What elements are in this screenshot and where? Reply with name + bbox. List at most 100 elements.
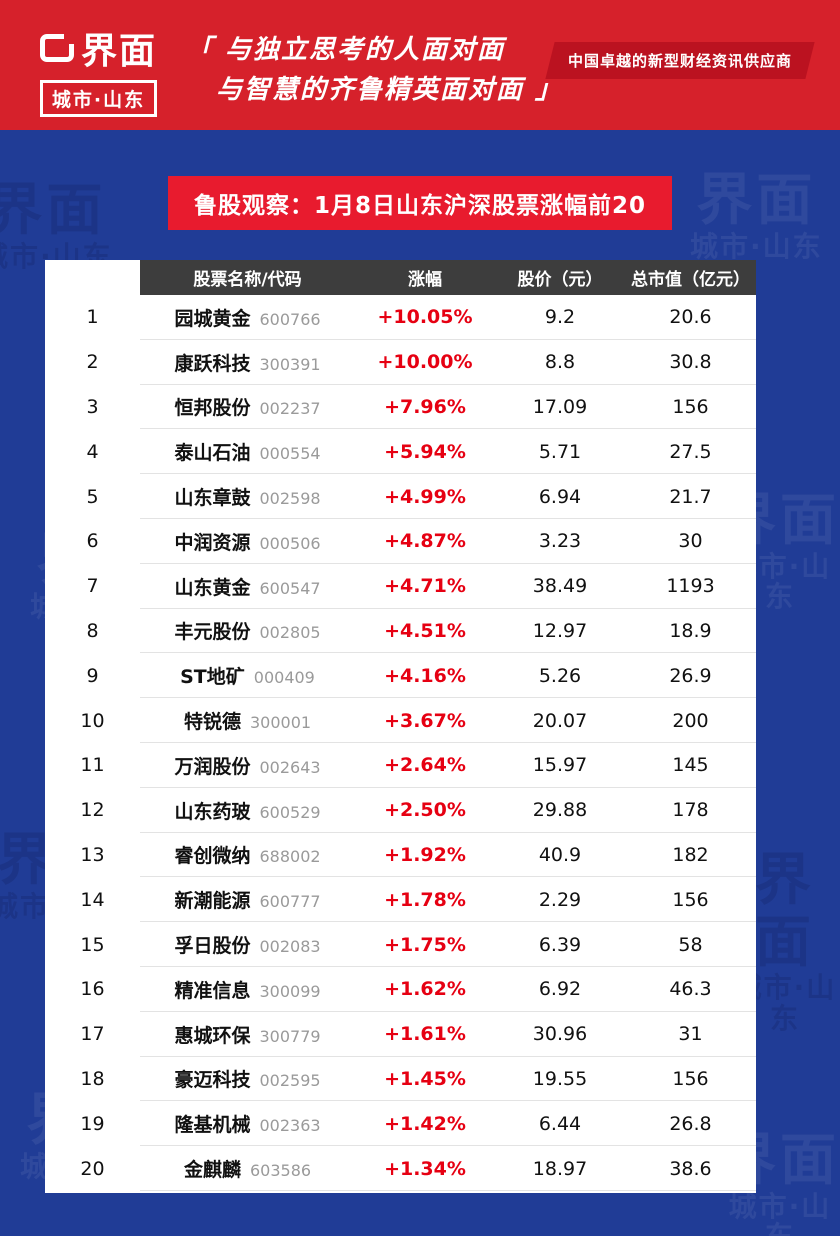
stock-name: 孚日股份	[174, 935, 251, 958]
change-cell: +1.42%	[384, 1112, 466, 1135]
rank-cell: 20	[80, 1157, 105, 1180]
stock-name: 精准信息	[174, 979, 251, 1002]
marketcap-cell: 58	[678, 933, 703, 956]
stock-code: 002805	[259, 623, 321, 643]
marketcap-cell: 156	[672, 1067, 709, 1090]
price-cell: 5.26	[538, 664, 582, 687]
table-row: 16 精准信息 300099 +1.62% 6.92 46.3	[45, 967, 756, 1012]
rank-cell: 18	[80, 1067, 105, 1090]
stock-name-cell: 孚日股份 002083	[140, 931, 355, 958]
table-row: 3 恒邦股份 002237 +7.96% 17.09 156	[45, 385, 756, 430]
table-row: 12 山东药玻 600529 +2.50% 29.88 178	[45, 788, 756, 833]
stock-name-cell: 康跃科技 300391	[140, 349, 355, 376]
rank-cell: 1	[86, 306, 99, 329]
price-cell: 5.71	[538, 440, 582, 463]
change-cell: +1.45%	[384, 1067, 466, 1090]
change-cell: +4.71%	[384, 575, 466, 598]
table-row: 1 园城黄金 600766 +10.05% 9.2 20.6	[45, 295, 756, 340]
rank-cell: 4	[86, 440, 99, 463]
price-cell: 40.9	[538, 843, 582, 866]
stock-name: 园城黄金	[174, 307, 251, 330]
top-header: 界面 城市·山东 「 与独立思考的人面对面 与智慧的齐鲁精英面对面 」 中国卓越…	[0, 0, 840, 130]
marketcap-cell: 145	[672, 754, 709, 777]
change-cell: +1.34%	[384, 1157, 466, 1180]
table-row: 13 睿创微纳 688002 +1.92% 40.9 182	[45, 833, 756, 878]
stock-name: 新潮能源	[174, 890, 251, 913]
jiemian-logo-icon	[40, 32, 76, 62]
header-marketcap: 总市值（亿元）	[631, 270, 750, 290]
stock-code: 300001	[249, 713, 312, 733]
stock-name: 山东章鼓	[174, 487, 251, 510]
table-row: 11 万润股份 002643 +2.64% 15.97 145	[45, 743, 756, 788]
rank-cell: 14	[80, 888, 105, 911]
marketcap-cell: 200	[672, 709, 709, 732]
price-cell: 19.55	[532, 1067, 588, 1090]
table-row: 4 泰山石油 000554 +5.94% 5.71 27.5	[45, 429, 756, 474]
stock-code: 300099	[259, 981, 321, 1001]
change-cell: +1.75%	[384, 933, 466, 956]
stock-name: 康跃科技	[174, 352, 251, 375]
table-row: 6 中润资源 000506 +4.87% 3.23 30	[45, 519, 756, 564]
stock-code: 002237	[259, 399, 321, 419]
change-cell: +1.92%	[384, 843, 466, 866]
price-cell: 9.2	[544, 306, 576, 329]
stock-name-cell: 万润股份 002643	[140, 752, 355, 779]
price-cell: 17.09	[532, 395, 588, 418]
table-row: 17 惠城环保 300779 +1.61% 30.96 31	[45, 1012, 756, 1057]
stock-name: 隆基机械	[174, 1114, 251, 1137]
stock-name: 金麒麟	[183, 1159, 241, 1182]
change-cell: +10.05%	[377, 306, 473, 329]
stock-table-body: 1 园城黄金 600766 +10.05% 9.2 20.6 2 康跃科技 300391 +10.…	[45, 295, 756, 1191]
stock-code: 600547	[259, 578, 321, 598]
marketcap-cell: 27.5	[669, 440, 712, 463]
stock-name-cell: ST地矿 000409	[140, 662, 355, 689]
stock-name-cell: 丰元股份 002805	[140, 617, 355, 644]
stock-code: 002598	[259, 489, 321, 509]
brand-subname: 城市·山东	[40, 80, 158, 117]
brand-logo: 界面 城市·山东	[40, 22, 158, 117]
table-row: 9 ST地矿 000409 +4.16% 5.26 26.9	[45, 653, 756, 698]
rank-cell: 12	[80, 799, 105, 822]
stock-code: 002083	[259, 937, 321, 957]
stock-code: 600777	[259, 892, 321, 912]
stock-code: 000409	[253, 668, 315, 688]
rank-cell: 10	[80, 709, 105, 732]
price-cell: 20.07	[532, 709, 588, 732]
stock-code: 000506	[259, 533, 321, 553]
table-row: 19 隆基机械 002363 +1.42% 6.44 26.8	[45, 1101, 756, 1146]
rank-cell: 13	[80, 843, 105, 866]
rank-cell: 8	[86, 619, 99, 642]
quote-line-2: 与智慧的齐鲁精英面对面 」	[216, 75, 564, 106]
marketcap-cell: 26.8	[669, 1112, 712, 1135]
stock-code: 002595	[259, 1071, 321, 1091]
stock-name-cell: 泰山石油 000554	[140, 438, 355, 465]
stock-name: 山东药玻	[174, 800, 251, 823]
price-cell: 6.44	[538, 1112, 582, 1135]
stock-name-cell: 惠城环保 300779	[140, 1021, 355, 1048]
price-cell: 29.88	[532, 799, 588, 822]
stock-code: 600529	[259, 802, 321, 822]
page-title: 鲁股观察：1月8日山东沪深股票涨幅前20	[167, 176, 672, 230]
stock-code: 300779	[259, 1026, 321, 1046]
price-cell: 3.23	[538, 530, 582, 553]
price-cell: 2.29	[538, 888, 582, 911]
stock-code: 688002	[259, 847, 321, 867]
stock-name: 特锐德	[183, 711, 241, 734]
price-cell: 8.8	[544, 351, 576, 374]
marketcap-cell: 38.6	[669, 1157, 712, 1180]
change-cell: +2.64%	[384, 754, 466, 777]
stock-code: 603586	[249, 1161, 312, 1181]
stock-name: 惠城环保	[174, 1024, 251, 1047]
stock-name-cell: 中润资源 000506	[140, 528, 355, 555]
stock-code: 600766	[259, 309, 321, 329]
table-header-row: 股票名称/代码 涨幅 股价（元） 总市值（亿元）	[140, 260, 756, 295]
change-cell: +4.99%	[384, 485, 466, 508]
change-cell: +4.16%	[384, 664, 466, 687]
price-cell: 6.94	[538, 485, 582, 508]
stock-name: 恒邦股份	[174, 397, 251, 420]
price-cell: 6.39	[538, 933, 582, 956]
change-cell: +10.00%	[377, 351, 473, 374]
header-tagline: 中国卓越的新型财经资讯供应商	[567, 52, 792, 70]
marketcap-cell: 30.8	[669, 351, 712, 374]
